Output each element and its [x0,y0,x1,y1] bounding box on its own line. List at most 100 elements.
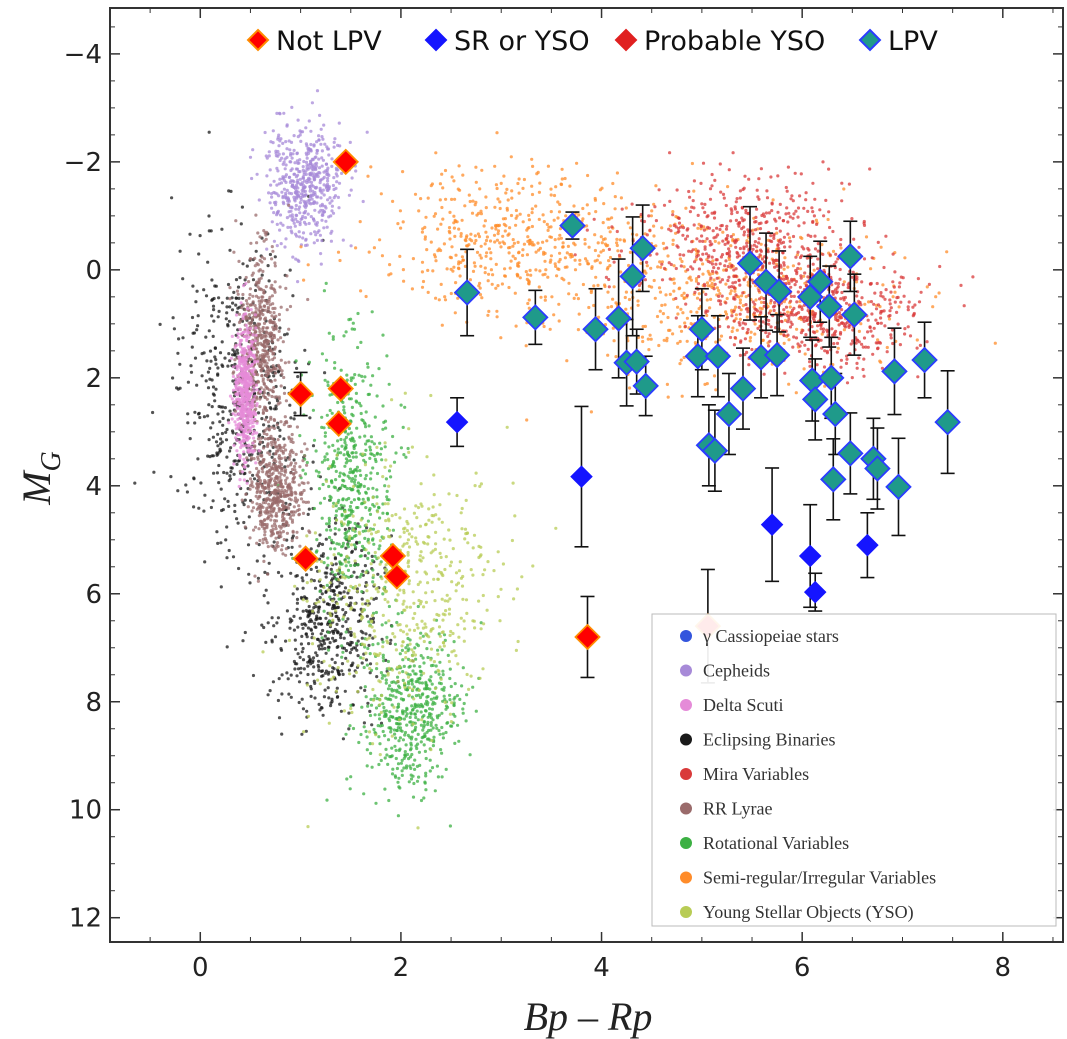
background-star-dot [301,598,305,602]
background-star-dot [292,464,297,469]
background-star-dot [312,665,316,669]
background-star-dot [468,753,472,757]
background-star-dot [439,682,443,686]
background-star-dot [305,599,309,603]
background-star-dot [236,328,240,332]
background-star-dot [473,234,477,238]
background-star-dot [246,422,250,426]
background-star-dot [464,532,468,536]
background-star-dot [225,471,229,475]
background-star-dot [225,645,229,649]
background-star-dot [346,474,350,478]
background-star-dot [239,332,243,336]
background-star-dot [388,263,392,267]
background-star-dot [326,147,330,151]
background-star-dot [334,172,338,176]
background-star-dot [442,537,446,541]
background-star-dot [265,506,269,510]
background-star-dot [411,659,415,663]
background-star-dot [267,154,271,158]
background-star-dot [339,636,343,640]
background-star-dot [334,562,338,566]
background-star-dot [213,284,217,288]
background-star-dot [350,647,354,652]
background-star-dot [471,685,475,689]
background-star-dot [429,627,433,632]
background-star-dot [313,621,317,626]
background-star-dot [260,484,264,488]
background-star-dot [329,623,333,627]
background-star-dot [294,470,298,474]
background-star-dot [257,198,261,202]
background-star-dot [478,484,482,488]
background-star-dot [498,200,502,204]
background-star-dot [229,446,233,450]
background-star-dot [364,548,368,552]
background-star-dot [441,186,445,190]
background-star-dot [336,447,340,451]
background-star-dot [269,477,273,481]
background-star-dot [415,623,419,627]
background-star-dot [256,411,261,415]
background-star-dot [353,474,358,478]
background-star-dot [454,654,458,658]
background-star-dot [392,680,396,684]
background-star-dot [301,176,305,180]
background-star-dot [327,215,331,219]
background-star-dot [266,305,270,309]
background-star-dot [450,701,454,705]
background-star-dot [235,462,239,466]
background-star-dot [618,238,622,242]
background-star-dot [228,409,232,413]
background-star-dot [269,434,273,438]
background-star-dot [300,576,304,580]
background-star-dot [319,196,323,200]
background-star-dot [496,595,500,599]
background-star-dot [288,516,292,520]
background-star-dot [279,384,283,388]
background-star-dot [378,441,382,445]
background-star-dot [286,225,290,229]
background-star-dot [387,484,391,488]
background-star-dot [454,281,458,285]
background-star-dot [246,345,250,349]
background-star-dot [496,550,500,554]
background-star-dot [305,447,309,451]
background-star-dot [292,628,296,632]
background-star-dot [293,224,297,228]
background-star-dot [610,216,614,220]
background-star-dot [337,591,342,595]
background-star-dot [424,591,428,595]
background-star-dot [274,200,278,204]
background-star-dot [288,626,292,630]
background-star-dot [311,164,315,168]
background-star-dot [273,378,277,382]
background-star-dot [564,214,568,218]
background-star-dot [325,571,329,575]
background-star-dot [364,729,368,734]
background-star-dot [417,775,421,779]
background-star-dot [340,669,344,673]
background-star-dot [346,617,350,621]
background-star-dot [252,528,256,532]
background-star-dot [216,541,220,546]
background-star-dot [373,713,377,717]
background-star-dot [326,556,330,560]
background-star-dot [285,538,289,542]
background-star-dot [196,314,200,318]
background-star-dot [385,497,389,502]
background-star-dot [267,401,271,405]
background-star-dot [371,580,375,584]
background-star-dot [225,455,229,459]
background-star-dot [268,505,272,509]
background-star-dot [304,160,309,164]
background-star-dot [489,257,493,261]
background-star-dot [318,171,322,175]
background-star-dot [600,241,604,245]
background-star-dot [293,667,297,671]
background-star-dot [278,213,283,217]
background-star-dot [331,675,336,679]
background-star-dot [211,385,216,389]
background-star-dot [206,386,211,390]
background-star-dot [240,360,244,364]
